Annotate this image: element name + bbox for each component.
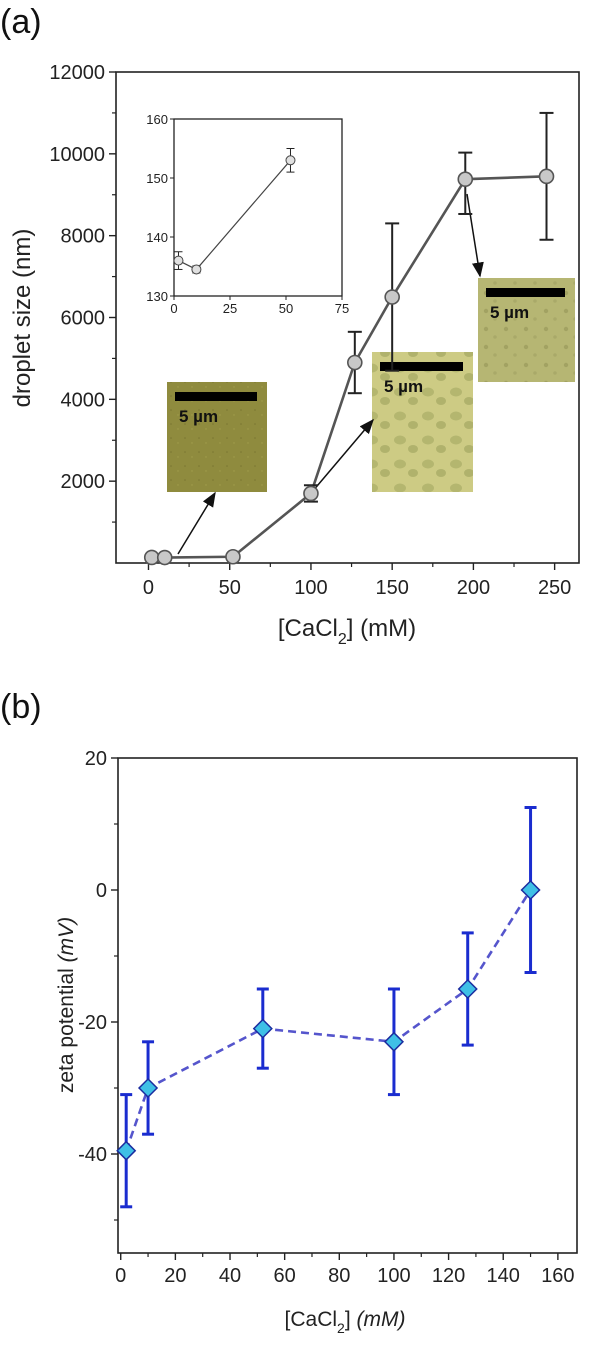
x-tick-label: 40	[219, 1265, 241, 1287]
data-point	[143, 549, 160, 566]
inset-series	[173, 148, 296, 275]
y-tick-label: 12000	[49, 62, 105, 84]
x-tick-label: 200	[457, 577, 490, 599]
x-tick-label: 160	[541, 1265, 574, 1287]
chart-a: 0 50 100 150 200 2502000400060008000100001200…	[9, 62, 580, 648]
y-tick-label: 20	[85, 748, 107, 770]
y-tick-label: 10000	[49, 144, 105, 166]
chart-b-xlabel: [CaCl2] (mM)	[285, 1308, 406, 1336]
inset-x-tick-label: 0	[170, 301, 177, 316]
inset-y-tick-label: 130	[146, 289, 168, 304]
x-tick-label: 120	[432, 1265, 465, 1287]
x-tick-label: 150	[375, 577, 408, 599]
micrograph-2	[372, 352, 473, 492]
inset-axes: 0 25 50 75 130 140 150 160	[146, 112, 349, 316]
data-point	[303, 485, 319, 502]
x-tick-label: 250	[538, 577, 571, 599]
data-point	[347, 354, 363, 371]
x-tick-label: 100	[377, 1265, 410, 1287]
data-point	[457, 978, 478, 1000]
inset-y-tick-label: 150	[146, 171, 168, 186]
y-tick-label: -40	[78, 1144, 107, 1166]
inset-point	[285, 155, 296, 166]
inset-point	[173, 255, 184, 266]
data-point	[225, 548, 241, 565]
chart-a-series	[143, 111, 555, 566]
chart-a-axes: 0 50 100 150 200 2502000400060008000100001200…	[49, 62, 571, 599]
y-tick-label: 2000	[61, 471, 106, 493]
panel-label-b: (b)	[0, 688, 42, 726]
chart-a-inset: 0 25 50 75 130 140 150 160	[146, 112, 349, 316]
scale-label-1: 5 µm	[179, 407, 218, 426]
data-point	[538, 168, 555, 185]
x-tick-label: 50	[219, 577, 241, 599]
y-tick-label: 6000	[61, 308, 106, 330]
scale-bar-1	[175, 392, 257, 401]
chart-a-ylabel: droplet size (nm)	[9, 229, 36, 408]
inset-y-tick-label: 160	[146, 112, 168, 127]
x-tick-label: 100	[294, 577, 327, 599]
x-tick-label: 80	[328, 1265, 350, 1287]
data-point	[384, 289, 400, 305]
inset-x-tick-label: 50	[279, 301, 293, 316]
data-point	[116, 1140, 137, 1161]
chart-a-micrographs: 5 µm 5 µm 5 µm	[167, 193, 575, 555]
x-tick-label: 0	[143, 577, 154, 599]
data-point	[156, 549, 173, 566]
micrograph-arrow-2	[311, 418, 374, 493]
data-point	[252, 1018, 273, 1039]
droplet-line	[151, 175, 547, 559]
y-tick-label: 4000	[61, 389, 106, 411]
micrograph-arrow-3	[466, 193, 484, 278]
y-tick-label: 0	[96, 880, 107, 902]
scale-bar-2	[380, 362, 463, 371]
inset-x-tick-label: 75	[335, 301, 349, 316]
x-tick-label: 0	[115, 1265, 126, 1287]
zeta-line	[124, 889, 532, 1152]
inset-frame	[173, 118, 343, 297]
data-point	[457, 171, 474, 188]
scale-bar-3	[486, 288, 565, 297]
chart-b-ylabel: zeta potential (mV)	[55, 917, 78, 1093]
inset-x-tick-label: 25	[223, 301, 237, 316]
panel-label-a: (a)	[0, 3, 42, 41]
data-point	[520, 879, 541, 901]
inset-point	[191, 264, 202, 275]
scale-label-2: 5 µm	[384, 377, 423, 396]
x-tick-label: 20	[164, 1265, 186, 1287]
y-tick-label: -20	[78, 1012, 107, 1034]
micrograph-arrow-1	[177, 491, 216, 555]
inset-y-tick-label: 140	[146, 230, 168, 245]
chart-a-xlabel: [CaCl2] (mM)	[278, 615, 416, 648]
chart-b-series	[116, 806, 541, 1209]
y-tick-label: 8000	[61, 226, 106, 248]
x-tick-label: 60	[274, 1265, 296, 1287]
chart-b-frame	[117, 757, 578, 1254]
data-point	[383, 1031, 405, 1052]
chart-b-axes: 0 20 40 60 80 100 120 140 160 -40 -20 0 20	[78, 748, 574, 1287]
scale-label-3: 5 µm	[490, 303, 529, 322]
data-point	[137, 1077, 159, 1099]
chart-b: 0 20 40 60 80 100 120 140 160 -40 -20 0 20 zeta pote…	[55, 748, 578, 1336]
x-tick-label: 140	[487, 1265, 520, 1287]
